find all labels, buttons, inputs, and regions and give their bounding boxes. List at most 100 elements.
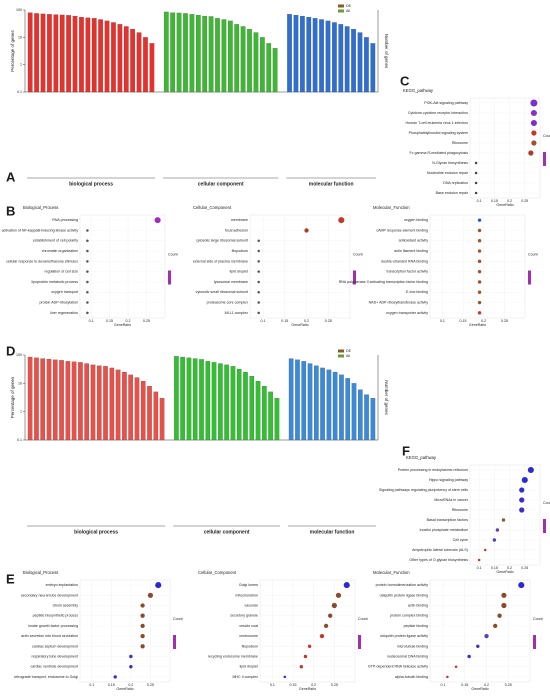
dot <box>257 280 260 284</box>
dot <box>307 644 312 648</box>
bar <box>109 367 115 441</box>
bar <box>27 356 33 441</box>
bar <box>364 37 369 93</box>
bar <box>66 15 71 93</box>
dot <box>477 239 482 243</box>
category-label: Inositol phosphate metabolism <box>419 528 468 532</box>
category-label: Hippo signaling pathway <box>429 478 468 482</box>
bar <box>40 358 46 441</box>
dot <box>477 218 482 222</box>
x-tick-label: 0.2 <box>507 199 512 203</box>
bar <box>326 369 332 441</box>
bar <box>47 14 52 93</box>
bar <box>236 368 242 441</box>
bar <box>115 369 121 441</box>
bar <box>202 15 208 93</box>
dot <box>477 228 482 233</box>
bar <box>325 20 331 93</box>
x-tick-label: 0.2 <box>481 319 486 323</box>
dot <box>140 644 145 649</box>
colorbar <box>528 270 531 285</box>
panel-title: Biological_Process <box>23 570 58 575</box>
dot <box>257 291 260 294</box>
dot <box>257 239 260 242</box>
colorbar <box>353 270 356 285</box>
dot <box>477 300 482 305</box>
bar <box>351 29 356 93</box>
dot <box>86 291 89 294</box>
category-label: lysosomal membrane <box>214 280 248 284</box>
dot <box>86 311 89 315</box>
panel-title: KEGG_pathway <box>406 455 437 460</box>
dot <box>154 217 161 224</box>
category-label: membrane <box>231 218 248 222</box>
bar <box>170 12 176 93</box>
y-tick-label: 1 <box>20 410 22 414</box>
x-axis-label: GeneRatio <box>471 687 488 691</box>
category-label: alpha-tubulin binding <box>395 675 428 679</box>
dot <box>283 675 287 679</box>
dot <box>338 217 345 224</box>
x-tick-label: 0.2 <box>484 683 489 687</box>
category-label: MicroRNAs in cancer <box>434 498 469 502</box>
bar <box>134 377 140 441</box>
size-legend-title: Count <box>173 617 183 621</box>
bar <box>147 385 152 441</box>
group-label: biological process <box>69 181 113 187</box>
category-label: Basal transcription factors <box>427 518 469 522</box>
bar <box>253 32 259 93</box>
x-tick-label: 0.15 <box>108 683 115 687</box>
bar <box>189 14 195 93</box>
bar <box>357 32 363 93</box>
plot-frame <box>249 214 351 319</box>
category-label: actin binding <box>408 603 428 607</box>
dot <box>518 582 525 589</box>
dot <box>501 518 506 522</box>
category-label: focal adhesion <box>225 228 248 232</box>
category-label: Human T-cell leukemia virus 1 infection <box>406 121 468 125</box>
panel-letter: B <box>6 203 15 218</box>
bar <box>183 13 188 93</box>
dot <box>474 171 478 175</box>
bar <box>268 391 273 441</box>
bar <box>224 364 229 441</box>
category-label: retrograde transport, endosome to Golgi <box>14 675 78 679</box>
category-label: ubiquitin protein ligase binding <box>380 593 428 597</box>
panel-title: Cellular_Component <box>193 205 232 210</box>
bar <box>27 12 33 93</box>
group-label: cellular component <box>198 181 244 187</box>
bar <box>247 29 252 93</box>
bar <box>255 380 261 441</box>
group-label: biological process <box>74 529 118 535</box>
bar <box>96 365 102 441</box>
bar <box>306 16 312 93</box>
category-label: NAD+ ADP-ribosyltransferase activity <box>369 301 429 305</box>
legend-label: All <box>346 9 350 13</box>
category-label: peptide biosynthetic process <box>33 614 79 618</box>
category-label: E-box binding <box>406 290 428 294</box>
bar <box>79 16 84 93</box>
dot <box>531 130 537 136</box>
bar <box>98 19 103 93</box>
bar <box>104 20 110 93</box>
bar <box>123 26 129 93</box>
bar <box>295 359 300 441</box>
dot <box>530 109 537 117</box>
category-label: antioxidant activity <box>399 239 429 243</box>
bar <box>272 48 278 93</box>
category-label: cellular response to dexamethasone stimu… <box>6 259 78 263</box>
bar <box>249 376 255 441</box>
plot-frame <box>79 579 171 683</box>
category-label: GTP-dependent RNA helicase activity <box>368 665 428 669</box>
category-label: mitochondrion <box>235 593 258 597</box>
bar <box>117 24 123 93</box>
panel-letter: D <box>6 343 15 358</box>
category-label: MLL1 complex <box>225 311 249 315</box>
bar <box>122 371 127 441</box>
bar <box>221 19 227 93</box>
x-tick-label: 0.1 <box>270 683 275 687</box>
x-tick-label: 0.1 <box>89 319 94 323</box>
category-label: Signaling pathways regulating pluripoten… <box>379 488 468 492</box>
dot <box>484 633 489 639</box>
category-label: peptide binding <box>404 624 428 628</box>
